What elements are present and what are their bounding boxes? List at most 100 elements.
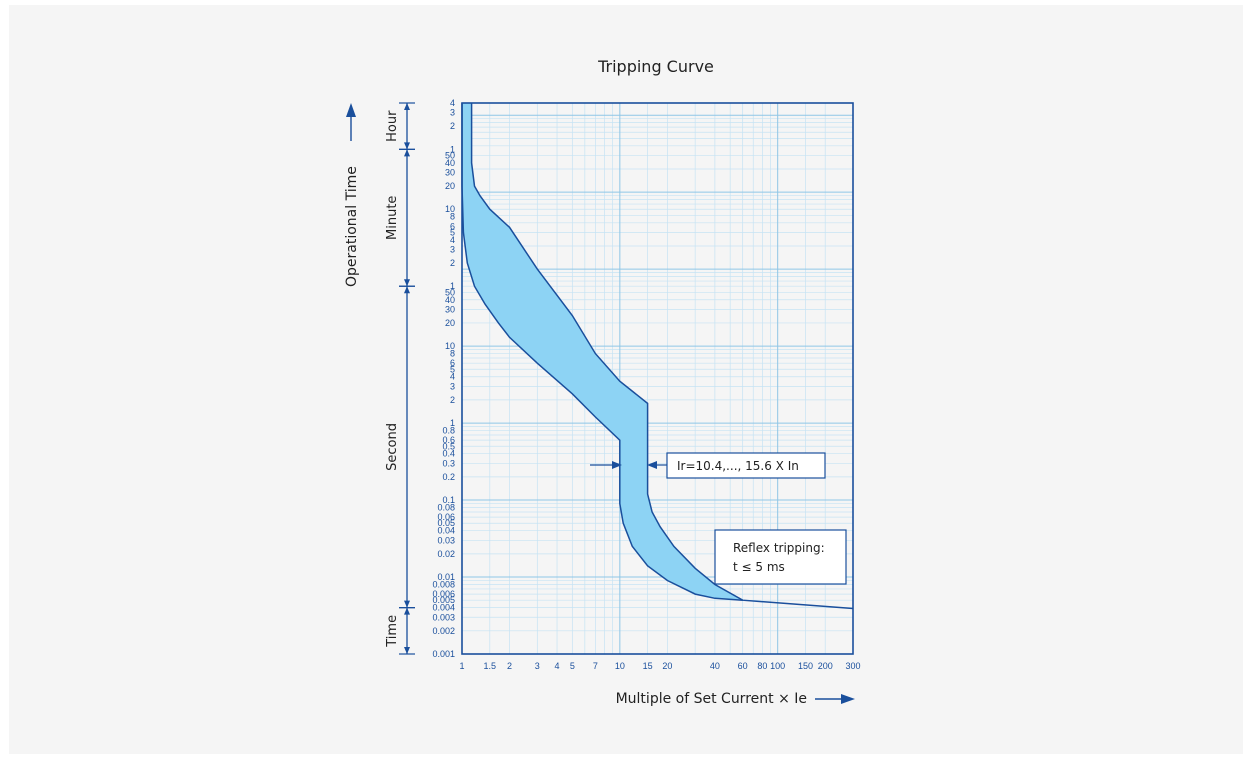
y-tick-label: 40 [445,158,455,168]
reflex-annotation-line-2: t ≤ 5 ms [733,560,785,574]
time-band-arrow-icon [404,279,410,287]
x-tick-label: 4 [555,661,560,671]
x-tick-labels: 1 1.5 2 3 4 5 7 10 15 20 40 60 80 100 150 200 300 [459,661,860,671]
y-tick-label: 0.2 [442,472,455,482]
y-tick-label: 0.01 [437,572,455,582]
x-tick-label: 300 [845,661,860,671]
y-tick-label: 6 [450,358,455,368]
y-tick-label: 8 [450,212,455,222]
x-tick-label: 150 [798,661,813,671]
lower-trip-curve [461,103,743,601]
y-tick-label: 3 [450,381,455,391]
time-band-arrow-icon [404,607,410,615]
y-tick-label: 50 [445,287,455,297]
x-tick-label: 7 [593,661,598,671]
ir-annotation-text: Ir=10.4,..., 15.6 X In [677,459,799,473]
y-tick-label: 30 [445,168,455,178]
y-tick-label: 2 [450,258,455,268]
y-tick-label: 4 [450,235,455,245]
y-tick-label: 3 [450,244,455,254]
y-tick-label: 2 [450,121,455,131]
y-tick-label: 0.02 [437,549,455,559]
y-tick-label: 0.004 [432,603,455,613]
y-tick-label: 0.08 [437,503,455,513]
y-tick-labels: 432150403020108654321504030201086543210.… [432,98,455,659]
time-band-axis: Hour Minute Second Time [385,102,415,655]
y-tick-label: 1 [450,418,455,428]
x-tick-label: 80 [757,661,767,671]
y-tick-label: 40 [445,295,455,305]
y-tick-label: 0.4 [442,449,455,459]
x-tick-label: 100 [770,661,785,671]
y-tick-label: 30 [445,304,455,314]
y-axis-arrow-icon [346,103,356,117]
y-tick-label: 0.002 [432,626,455,636]
x-tick-label: 5 [570,661,575,671]
y-axis-label: Operational Time [344,166,360,287]
reflex-annotation-line-1: Reflex tripping: [733,541,825,555]
x-tick-label: 1.5 [484,661,497,671]
x-tick-label: 40 [710,661,720,671]
x-axis-arrow-icon [841,694,855,704]
x-axis-label: Multiple of Set Current × Ie [616,691,807,707]
y-tick-label: 20 [445,181,455,191]
x-tick-label: 10 [615,661,625,671]
y-tick-label: 20 [445,318,455,328]
x-tick-label: 60 [738,661,748,671]
y-tick-label: 5 [450,227,455,237]
chart-panel [9,5,1243,754]
time-band-arrow-icon [404,103,410,110]
time-band-arrow-icon [404,142,410,150]
reflex-annotation: Reflex tripping: t ≤ 5 ms [714,529,847,585]
time-band-arrow-icon [404,286,410,294]
y-tick-label: 3 [450,108,455,118]
y-tick-label: 0.8 [442,426,455,436]
chart-title: Tripping Curve [597,57,714,76]
x-tick-label: 2 [507,661,512,671]
y-axis-label-group: Operational Time [344,103,360,287]
x-tick-label: 20 [662,661,672,671]
ir-left-arrow-icon [612,461,622,469]
y-tick-label: 8 [450,349,455,359]
upper-trip-curve [470,103,854,610]
x-axis-label-group: Multiple of Set Current × Ie [616,691,855,707]
x-tick-label: 200 [818,661,833,671]
time-band-arrow-icon [404,149,410,157]
y-tick-label: 1 [450,281,455,291]
reflex-annotation-box [714,529,847,585]
y-tick-label: 0.003 [432,612,455,622]
x-tick-label: 15 [643,661,653,671]
y-tick-label: 0.06 [437,512,455,522]
y-tick-label: 1 [450,144,455,154]
time-band-label: Time [385,615,400,648]
y-tick-label: 0.006 [432,589,455,599]
time-band-arrow-icon [404,647,410,654]
y-tick-label: 4 [450,372,455,382]
y-tick-label: 0.03 [437,535,455,545]
time-band-label: Second [385,423,400,471]
y-tick-label: 0.6 [442,435,455,445]
plot-frame [461,102,854,655]
y-tick-label: 10 [445,204,455,214]
y-tick-label: 0.001 [432,649,455,659]
trip-band-fill [462,103,743,601]
y-tick-label: 0.5 [442,441,455,451]
ir-annotation-box [666,452,826,479]
y-tick-label: 6 [450,221,455,231]
y-tick-label: 0.1 [442,495,455,505]
ir-right-arrow-icon [647,461,657,469]
y-tick-label: 2 [450,395,455,405]
y-tick-label: 10 [445,341,455,351]
y-tick-label: 0.04 [437,526,455,536]
y-tick-label: 0.05 [437,518,455,528]
x-tick-label: 3 [535,661,540,671]
y-tick-label: 50 [445,150,455,160]
ir-annotation: Ir=10.4,..., 15.6 X In [590,452,826,479]
y-tick-label: 0.005 [432,595,455,605]
y-tick-label: 5 [450,364,455,374]
y-tick-label: 4 [450,98,455,108]
y-tick-label: 0.008 [432,579,455,589]
time-band-label: Minute [385,196,400,240]
y-tick-label: 0.3 [442,458,455,468]
